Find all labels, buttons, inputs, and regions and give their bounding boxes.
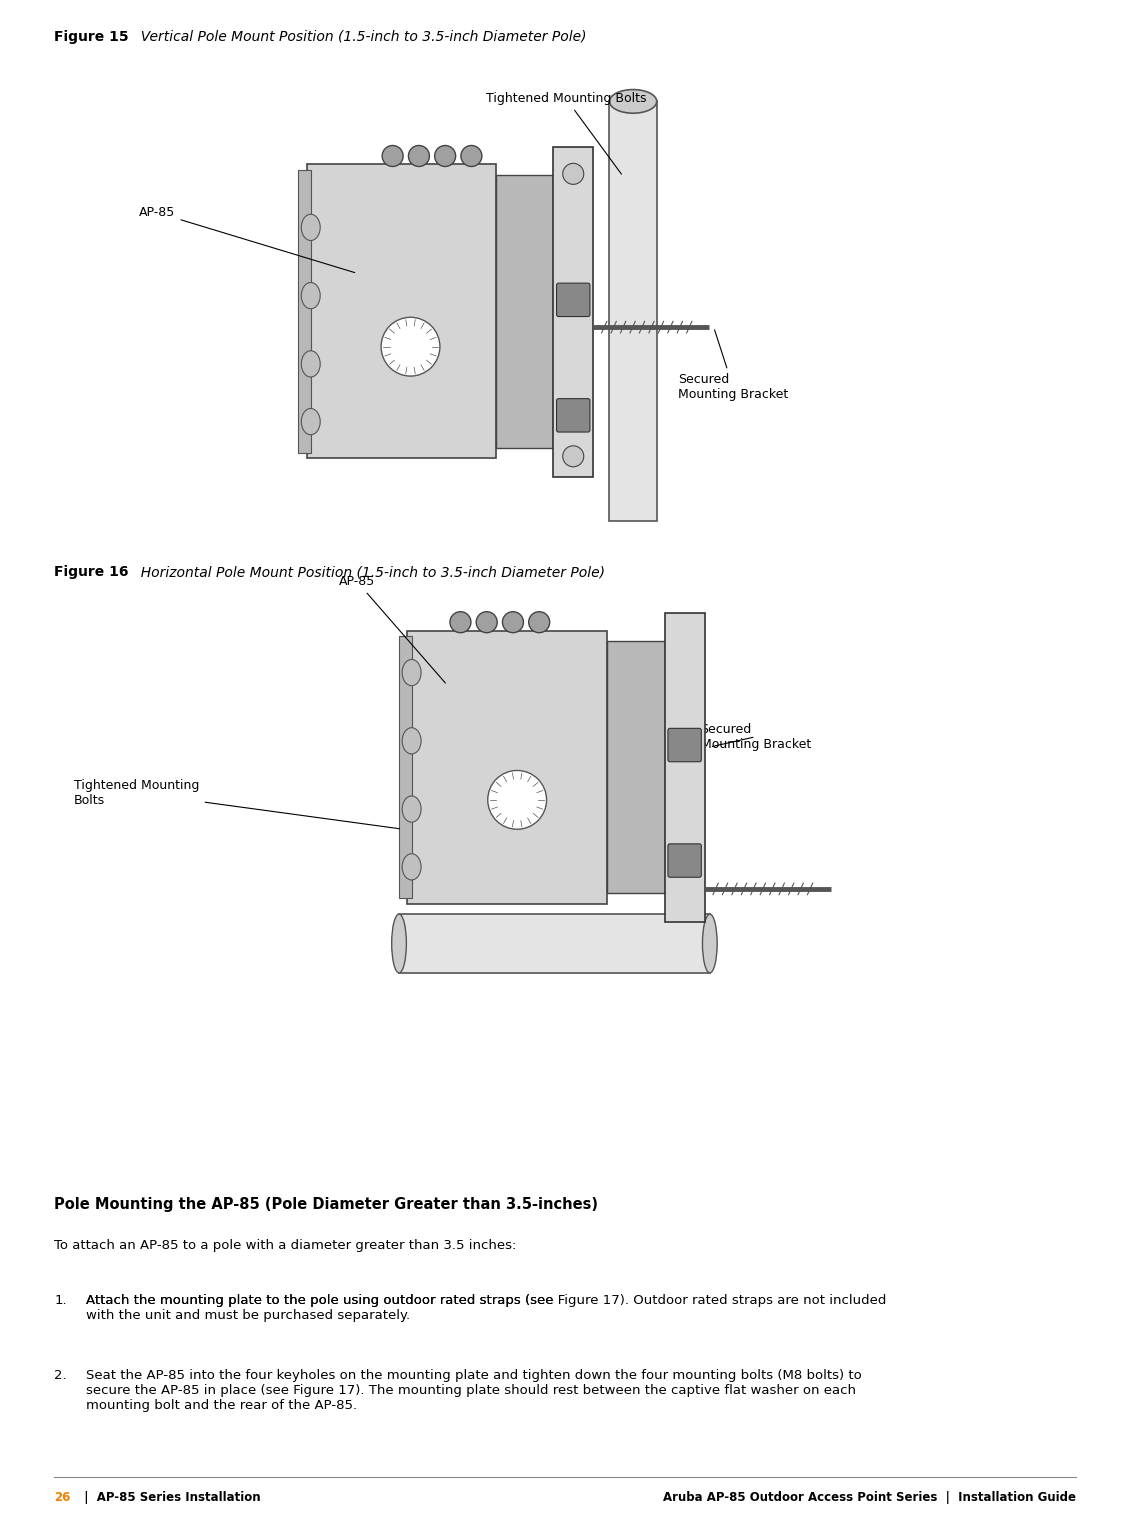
Ellipse shape	[402, 796, 421, 822]
FancyBboxPatch shape	[496, 175, 554, 448]
Text: Secured
Mounting Bracket: Secured Mounting Bracket	[678, 330, 789, 401]
Text: Pole Mounting the AP-85 (Pole Diameter Greater than 3.5-inches): Pole Mounting the AP-85 (Pole Diameter G…	[54, 1197, 598, 1212]
Circle shape	[450, 612, 471, 633]
Ellipse shape	[402, 854, 421, 880]
Text: Tightened Mounting
Bolts: Tightened Mounting Bolts	[75, 779, 399, 829]
FancyBboxPatch shape	[609, 102, 657, 521]
Text: AP-85: AP-85	[339, 576, 445, 684]
Circle shape	[461, 146, 481, 167]
FancyBboxPatch shape	[557, 283, 590, 316]
Text: 1.: 1.	[54, 1294, 67, 1306]
Circle shape	[381, 317, 440, 377]
Circle shape	[435, 146, 455, 167]
Text: Secured
Mounting Bracket: Secured Mounting Bracket	[701, 723, 811, 750]
FancyBboxPatch shape	[668, 845, 702, 878]
Circle shape	[563, 164, 584, 184]
Text: Seat the AP-85 into the four keyholes on the mounting plate and tighten down the: Seat the AP-85 into the four keyholes on…	[86, 1369, 862, 1413]
Ellipse shape	[302, 351, 320, 377]
FancyBboxPatch shape	[668, 728, 702, 761]
Circle shape	[529, 612, 549, 633]
Circle shape	[382, 146, 403, 167]
Ellipse shape	[402, 728, 421, 753]
Text: 26: 26	[54, 1492, 70, 1504]
Ellipse shape	[703, 914, 718, 972]
FancyBboxPatch shape	[554, 146, 593, 477]
Text: Horizontal Pole Mount Position (1.5-inch to 3.5-inch Diameter Pole): Horizontal Pole Mount Position (1.5-inch…	[132, 565, 606, 579]
Ellipse shape	[302, 214, 320, 240]
Ellipse shape	[302, 409, 320, 434]
Text: AP-85: AP-85	[139, 207, 355, 272]
FancyBboxPatch shape	[408, 630, 607, 904]
FancyBboxPatch shape	[557, 398, 590, 431]
Circle shape	[408, 146, 429, 167]
Text: |  AP-85 Series Installation: | AP-85 Series Installation	[76, 1492, 261, 1504]
Ellipse shape	[302, 283, 320, 308]
Ellipse shape	[402, 659, 421, 685]
Circle shape	[503, 612, 523, 633]
Text: Figure 15: Figure 15	[54, 30, 129, 44]
FancyBboxPatch shape	[607, 641, 664, 893]
FancyBboxPatch shape	[399, 636, 411, 898]
Text: Figure 16: Figure 16	[54, 565, 129, 579]
FancyBboxPatch shape	[306, 164, 496, 459]
Text: 2.: 2.	[54, 1369, 67, 1382]
Circle shape	[488, 770, 547, 829]
Text: Vertical Pole Mount Position (1.5-inch to 3.5-inch Diameter Pole): Vertical Pole Mount Position (1.5-inch t…	[132, 30, 586, 44]
Text: Attach the mounting plate to the pole using outdoor rated straps (see Figure 17): Attach the mounting plate to the pole us…	[86, 1294, 887, 1322]
Ellipse shape	[392, 914, 407, 972]
FancyBboxPatch shape	[298, 170, 311, 453]
Text: Tightened Mounting Bolts: Tightened Mounting Bolts	[486, 93, 646, 175]
Ellipse shape	[609, 90, 657, 114]
Circle shape	[563, 445, 584, 466]
FancyBboxPatch shape	[664, 612, 705, 922]
Text: Aruba AP-85 Outdoor Access Point Series  |  Installation Guide: Aruba AP-85 Outdoor Access Point Series …	[663, 1492, 1076, 1504]
Text: To attach an AP-85 to a pole with a diameter greater than 3.5 inches:: To attach an AP-85 to a pole with a diam…	[54, 1240, 516, 1252]
Text: Attach the mounting plate to the pole using outdoor rated straps (see: Attach the mounting plate to the pole us…	[86, 1294, 558, 1306]
FancyBboxPatch shape	[399, 914, 710, 972]
Circle shape	[476, 612, 497, 633]
